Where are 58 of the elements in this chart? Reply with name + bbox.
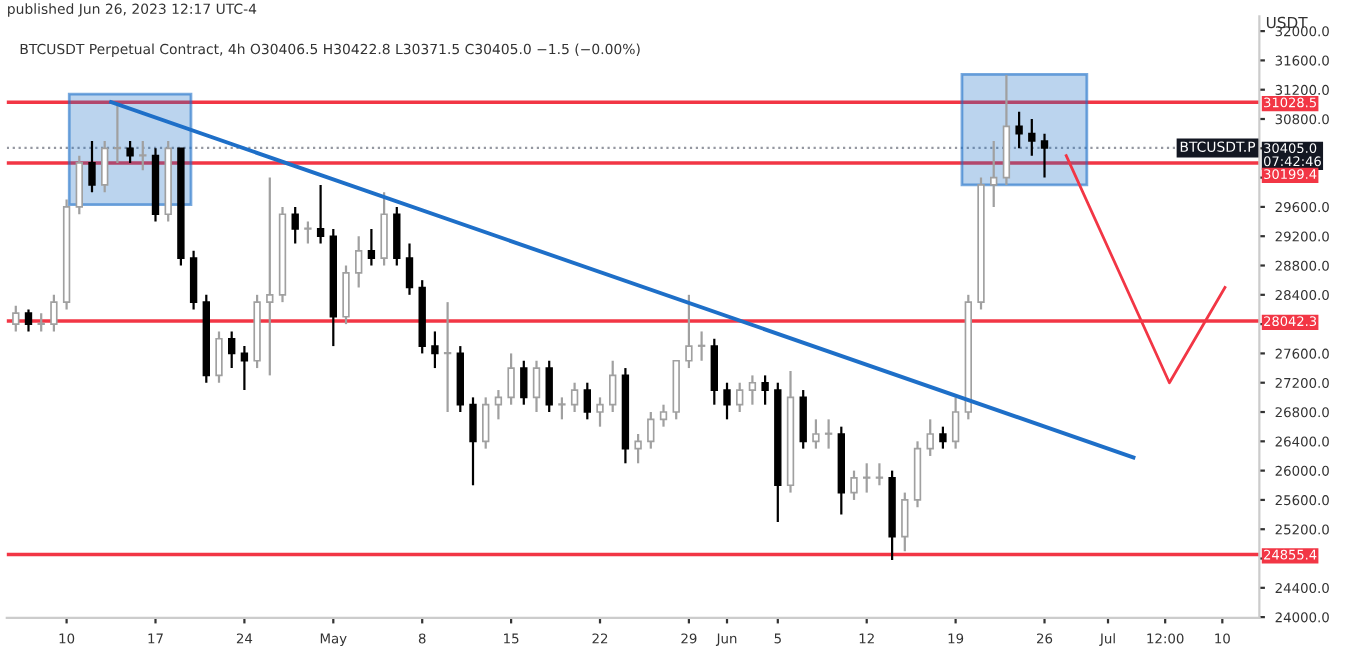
candlestick	[240, 344, 249, 392]
candlestick	[380, 191, 388, 267]
candlestick	[316, 183, 325, 245]
candlestick	[189, 249, 198, 311]
candlestick	[761, 374, 769, 406]
candlestick	[710, 337, 719, 406]
candlestick	[824, 418, 833, 450]
candlestick	[736, 381, 744, 414]
candlestick	[342, 264, 350, 326]
candlestick	[545, 359, 553, 414]
candlestick	[520, 359, 528, 406]
candlestick	[126, 139, 134, 165]
candlestick	[875, 462, 884, 487]
candlestick	[570, 381, 579, 414]
candlestick	[494, 388, 503, 421]
candlestick	[723, 381, 731, 421]
candlestick	[405, 242, 414, 296]
candlestick	[1015, 110, 1023, 150]
candlestick	[926, 418, 934, 458]
candlestick	[228, 330, 236, 370]
candlestick	[266, 176, 274, 377]
candlestick	[75, 154, 83, 216]
candlestick	[558, 396, 566, 421]
candlestick	[1028, 117, 1036, 157]
candlestick	[863, 462, 871, 494]
candlestick	[697, 330, 706, 362]
candlestick	[850, 469, 858, 502]
candlestick	[88, 139, 96, 194]
candlestick	[431, 330, 439, 370]
candlestick	[469, 396, 477, 487]
candlestick	[12, 304, 20, 333]
candlestick	[367, 227, 376, 267]
candlestick	[799, 388, 807, 450]
candlestick	[482, 396, 490, 450]
candlestick	[1040, 132, 1049, 179]
candlestick	[291, 205, 299, 245]
candlestick	[355, 235, 363, 289]
candlestick	[583, 381, 591, 421]
candlestick	[443, 301, 452, 414]
candlestick	[812, 418, 820, 450]
candlestick	[37, 312, 45, 333]
candlestick	[609, 359, 617, 414]
candlestick	[901, 491, 909, 553]
candlestick	[685, 293, 693, 370]
candlestick	[393, 205, 401, 267]
candlestick	[659, 403, 668, 428]
candlestick	[939, 425, 947, 450]
candlestick	[215, 330, 223, 384]
candlestick	[647, 410, 655, 450]
candlestick	[304, 220, 312, 245]
candlestick	[24, 308, 33, 333]
candlestick	[596, 396, 604, 428]
candlestick	[748, 374, 757, 406]
candlestick	[532, 359, 541, 414]
candlestick	[507, 352, 515, 406]
candlestick	[951, 396, 960, 450]
candlestick	[50, 293, 58, 333]
candlestick	[634, 432, 642, 465]
